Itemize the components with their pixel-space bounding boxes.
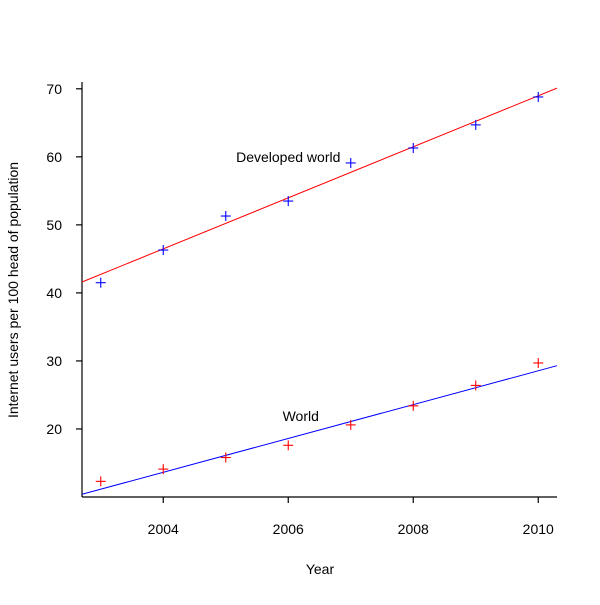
data-points (95, 91, 544, 487)
y-tick-label: 30 (46, 353, 62, 369)
annotation-world: World (283, 408, 319, 424)
data-point-world (95, 476, 106, 487)
data-point-developed-world (470, 119, 481, 130)
y-axis-title: Internet users per 100 head of populatio… (5, 162, 21, 418)
data-point-developed-world (408, 142, 419, 153)
data-point-world (533, 357, 544, 368)
data-point-world (158, 464, 169, 475)
y-tick-label: 50 (46, 217, 62, 233)
x-tick-label: 2006 (273, 521, 304, 537)
axes: 2004 2006 2008 2010 20 30 40 50 60 70 (46, 81, 557, 537)
data-point-developed-world (533, 91, 544, 102)
data-point-developed-world (220, 211, 231, 222)
annotation-developed-world: Developed world (236, 149, 340, 165)
data-point-world (408, 400, 419, 411)
y-tick-label: 20 (46, 421, 62, 437)
x-tick-label: 2008 (398, 521, 429, 537)
data-point-world (345, 419, 356, 430)
data-point-developed-world (283, 196, 294, 207)
x-tick-label: 2010 (523, 521, 554, 537)
data-point-developed-world (345, 157, 356, 168)
x-tick-label: 2004 (148, 521, 179, 537)
data-point-world (283, 440, 294, 451)
fit-line-developed-world (81, 87, 558, 283)
y-tick-label: 60 (46, 149, 62, 165)
fit-line-world (81, 365, 558, 495)
y-tick-label: 70 (46, 81, 62, 97)
y-tick-label: 40 (46, 285, 62, 301)
data-point-world (470, 380, 481, 391)
data-point-developed-world (95, 277, 106, 288)
data-point-developed-world (158, 245, 169, 256)
data-point-world (220, 452, 231, 463)
annotations: Developed world World (236, 149, 340, 424)
x-axis-title: Year (306, 561, 335, 577)
